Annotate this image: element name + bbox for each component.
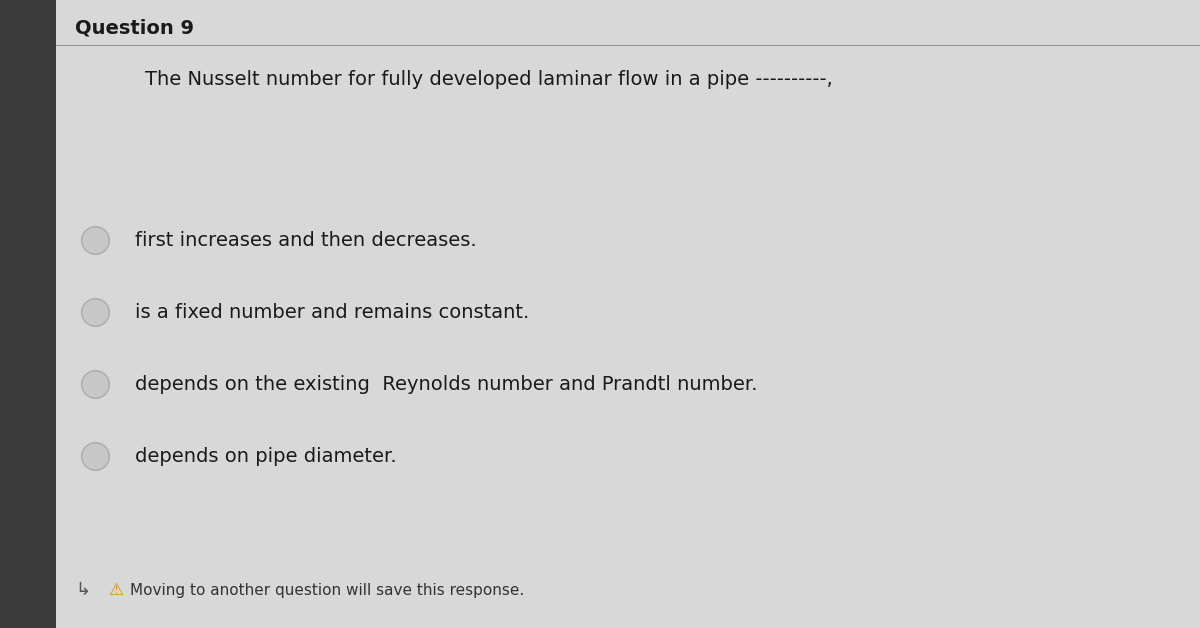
Text: first increases and then decreases.: first increases and then decreases. — [134, 230, 476, 249]
Text: ⚠: ⚠ — [108, 581, 122, 599]
Text: The Nusselt number for fully developed laminar flow in a pipe ----------,: The Nusselt number for fully developed l… — [145, 70, 833, 89]
Text: depends on the existing  Reynolds number and Prandtl number.: depends on the existing Reynolds number … — [134, 374, 757, 394]
Text: ↳: ↳ — [74, 581, 90, 599]
Text: is a fixed number and remains constant.: is a fixed number and remains constant. — [134, 303, 529, 322]
Point — [85, 235, 104, 245]
Point — [85, 451, 104, 461]
Point — [85, 307, 104, 317]
Text: depends on pipe diameter.: depends on pipe diameter. — [134, 447, 397, 465]
Text: Moving to another question will save this response.: Moving to another question will save thi… — [130, 583, 524, 597]
Bar — [0, 0, 56, 628]
Text: Question 9: Question 9 — [74, 18, 194, 37]
Point — [85, 379, 104, 389]
